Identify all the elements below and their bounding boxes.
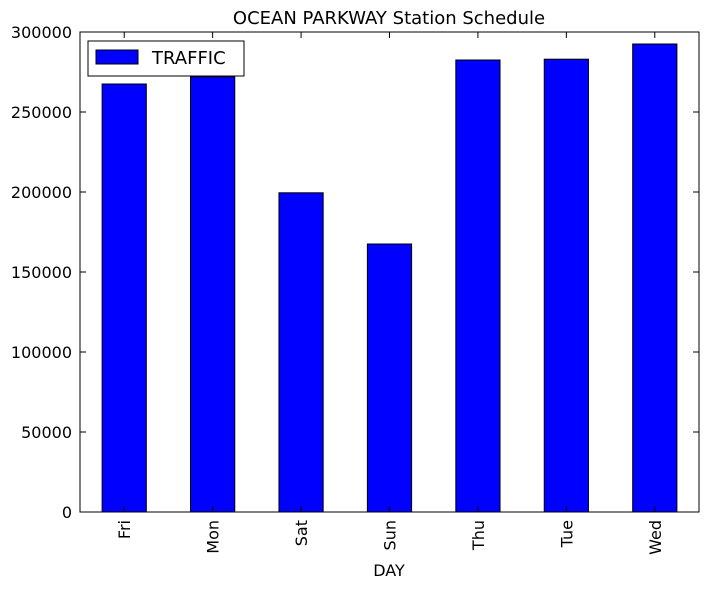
- x-tick-label-thu: Thu: [469, 520, 488, 551]
- y-tick-label: 200000: [11, 183, 72, 202]
- bar-fri: [101, 83, 147, 513]
- y-axis: 0 50000 100000 150000 200000 250000 300000: [11, 23, 699, 522]
- legend-label: TRAFFIC: [151, 48, 226, 69]
- x-tick-label-wed: Wed: [646, 520, 665, 555]
- x-tick-label-tue: Tue: [557, 520, 576, 548]
- bar-sat: [278, 192, 324, 513]
- y-tick-label: 250000: [11, 103, 72, 122]
- legend-swatch: [95, 49, 139, 65]
- y-tick-label: 150000: [11, 263, 72, 282]
- legend: TRAFFIC: [87, 40, 245, 77]
- x-tick-label-sun: Sun: [381, 520, 400, 550]
- x-axis-label: DAY: [373, 561, 405, 580]
- bar-tue: [543, 58, 589, 513]
- y-tick-label: 50000: [21, 423, 72, 442]
- x-tick-label-mon: Mon: [204, 520, 223, 554]
- bars-layer: [101, 43, 678, 513]
- x-tick-label-sat: Sat: [292, 520, 311, 546]
- bar-sun: [366, 243, 413, 513]
- y-tick-label: 0: [62, 503, 72, 522]
- y-tick-label: 100000: [11, 343, 72, 362]
- plot-frame: [79, 31, 700, 513]
- bar-wed: [632, 43, 678, 513]
- x-axis: Fri Mon Sat Sun Thu Tue Wed: [115, 32, 665, 555]
- bar-mon: [190, 76, 236, 513]
- chart-title: OCEAN PARKWAY Station Schedule: [233, 8, 545, 29]
- x-tick-label-fri: Fri: [115, 520, 134, 539]
- bar-thu: [455, 59, 501, 513]
- y-tick-label: 300000: [11, 23, 72, 42]
